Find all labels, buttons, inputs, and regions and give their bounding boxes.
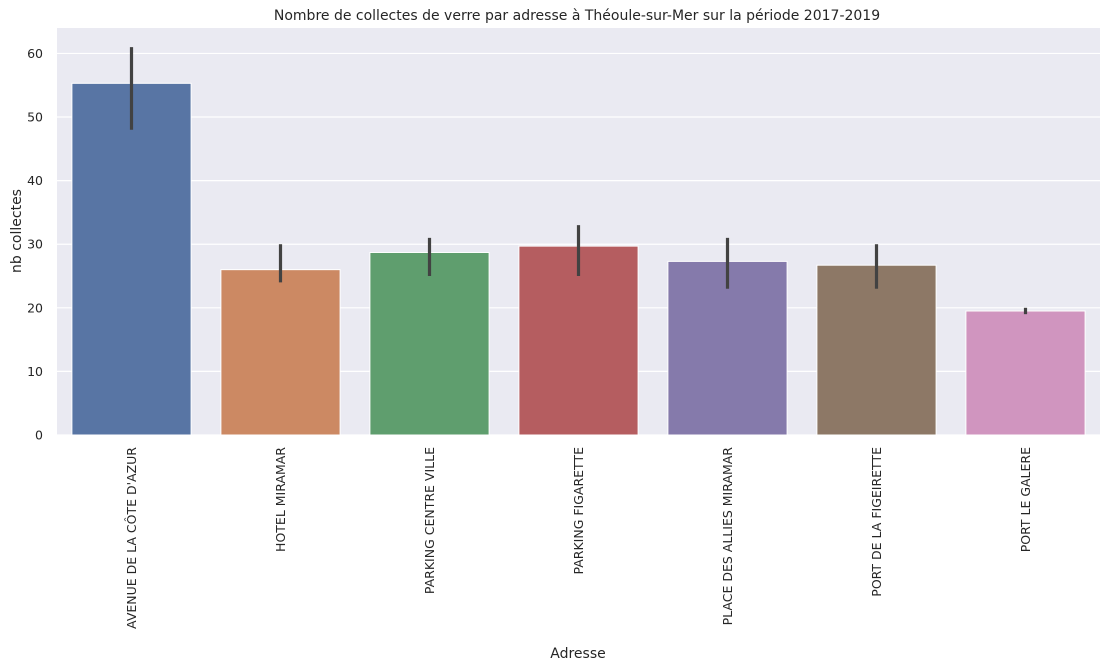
x-tick-label: PORT DE LA FIGEIRETTE [869,447,884,597]
bar [220,269,341,436]
y-tick-label: 50 [27,110,43,125]
bar [71,82,192,436]
x-axis-ticks: AVENUE DE LA CÔTE D'AZUR HOTEL MIRAMAR PAR… [124,447,1033,629]
bars [71,82,1086,436]
error-bars [129,47,1028,315]
x-tick-label: PORT LE GALERE [1018,447,1033,552]
y-tick-label: 10 [27,364,43,379]
x-tick-label: PLACE DES ALLIES MIRAMAR [720,447,735,626]
bar [518,245,639,436]
x-tick-label: HOTEL MIRAMAR [273,447,288,552]
y-tick-label: 40 [27,173,43,188]
bar [816,264,937,436]
y-tick-label: 60 [27,46,43,61]
bar [965,310,1086,436]
y-tick-label: 30 [27,237,43,252]
x-axis-label: Adresse [550,646,605,662]
bar [667,260,788,436]
bar [369,251,490,436]
y-axis-ticks: 0 10 20 30 40 50 60 [27,46,43,443]
y-axis-label: nb collectes [9,189,25,273]
y-tick-label: 0 [35,428,43,443]
x-tick-label: AVENUE DE LA CÔTE D'AZUR [124,447,139,629]
x-tick-label: PARKING CENTRE VILLE [422,447,437,594]
chart-title: Nombre de collectes de verre par adresse… [274,8,880,24]
y-tick-label: 20 [27,300,43,315]
x-tick-label: PARKING FIGARETTE [571,447,586,575]
